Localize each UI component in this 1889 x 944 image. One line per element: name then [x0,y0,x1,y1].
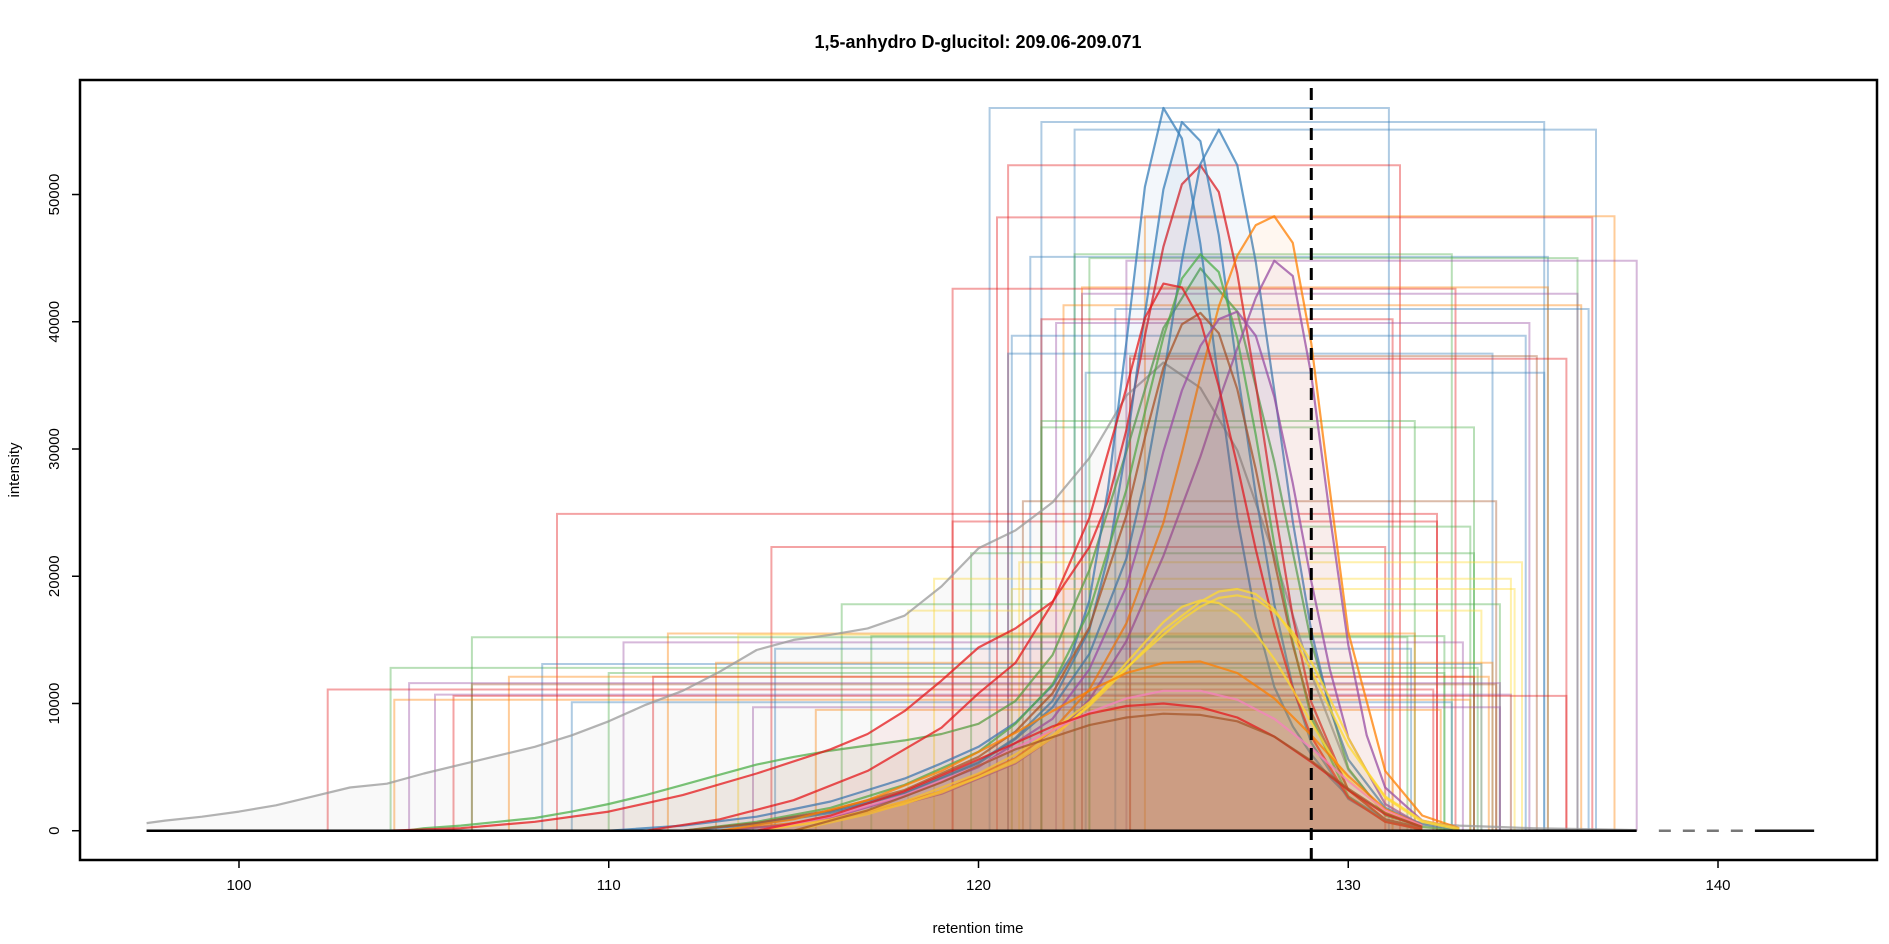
peak-window-55 [752,706,1501,831]
x-tick-label-130: 130 [1336,877,1361,894]
y-tick-label-50000: 50000 [46,174,63,216]
peak-window-36 [470,636,1409,831]
axes: 100 110 120 130 140 0 10000 20000 30000 40000 5000… [46,174,1731,894]
peak-window-33 [1010,588,1516,831]
peak-window-32 [933,577,1512,831]
series-area-6 [682,129,1460,831]
peak-window-42 [389,666,1479,831]
peak-window-24 [1040,426,1475,831]
series-area-8 [719,260,1460,831]
peak-window-51 [434,693,1512,831]
series-line-8 [719,259,1460,832]
peak-window-16 [1040,318,1394,831]
series-area-4 [608,108,1423,831]
peak-window-11 [951,287,1457,831]
series-area-15 [793,600,1423,831]
peak-window-43 [541,663,1483,831]
series-area-10 [682,312,1423,831]
plot-frame [78,78,1879,862]
series-area-13 [756,595,1460,831]
peak-window-47 [652,675,1475,831]
y-tick-label-20000: 20000 [46,555,63,597]
peak-window-17 [1055,322,1531,831]
y-axis-label: intensity [6,442,23,498]
series-area-18 [756,703,1423,831]
y-tick-label-40000: 40000 [46,301,63,343]
peak-window-56 [814,708,1442,831]
peak-window-20 [1129,355,1538,831]
series-line-15 [793,599,1423,832]
series-line-4 [608,106,1423,832]
peak-window-2 [1040,121,1546,831]
peak-window-40 [622,641,1464,831]
peak-window-13 [1081,292,1579,831]
peak-window-45 [607,672,1446,831]
peak-window-48 [408,682,1501,831]
series-line-12 [756,310,1423,832]
peak-window-18 [1010,334,1527,831]
x-tick-label-100: 100 [226,877,251,894]
peak-window-26 [556,512,1438,831]
x-axis-label: retention time [933,920,1024,937]
series-line-7 [719,215,1460,832]
series-area-17 [756,690,1423,831]
peak-window-8 [1073,253,1453,831]
peak-window-37 [666,632,1416,831]
series-area-3 [386,165,1423,831]
y-tick-label-10000: 10000 [46,683,63,725]
peak-window-5 [996,216,1594,831]
y-tick-label-30000: 30000 [46,428,63,470]
peak-window-25 [1021,500,1498,831]
series-line-17 [756,689,1423,832]
peak-window-1 [988,107,1390,831]
series-line-10 [682,311,1423,832]
series-area-5 [682,122,1423,831]
peak-window-29 [770,546,1387,831]
peak-window-34 [840,603,1501,831]
series-line-16 [719,660,1423,832]
peak-window-27 [951,520,1438,831]
series-area-11 [645,283,1423,831]
peak-window-23 [1040,420,1416,831]
x-tick-label-110: 110 [597,877,621,894]
peak-window-52 [452,694,1568,831]
series-line-3 [386,164,1423,832]
x-tick-label-140: 140 [1705,877,1730,894]
series-area-7 [719,216,1460,831]
series-area-12 [756,311,1423,831]
peak-window-49 [470,683,1498,831]
series-line-11 [645,282,1423,832]
peak-window-38 [737,633,1394,831]
x-tick-label-120: 120 [966,877,991,894]
series-area-19 [793,713,1423,831]
series-line-19 [793,712,1423,832]
peak-window-7 [1029,255,1549,831]
peak-window-30 [970,552,1475,831]
peak-window-10 [1125,259,1638,831]
series-line-13 [756,594,1460,832]
chromatogram-series [146,106,1815,832]
y-tick-label-0: 0 [46,827,63,835]
peak-window-21 [1129,357,1568,831]
peak-window-3 [1073,128,1597,831]
chart-title: 1,5-anhydro D-glucitol: 209.06-209.071 [814,32,1141,52]
peak-window-41 [774,647,1413,831]
series-area-9 [682,254,1423,831]
series-line-2 [405,267,1460,832]
peak-window-15 [1114,308,1590,831]
peak-window-53 [393,698,1472,831]
peak-window-28 [1088,525,1472,831]
peak-window-50 [326,688,1435,831]
peak-window-14 [1062,304,1583,831]
